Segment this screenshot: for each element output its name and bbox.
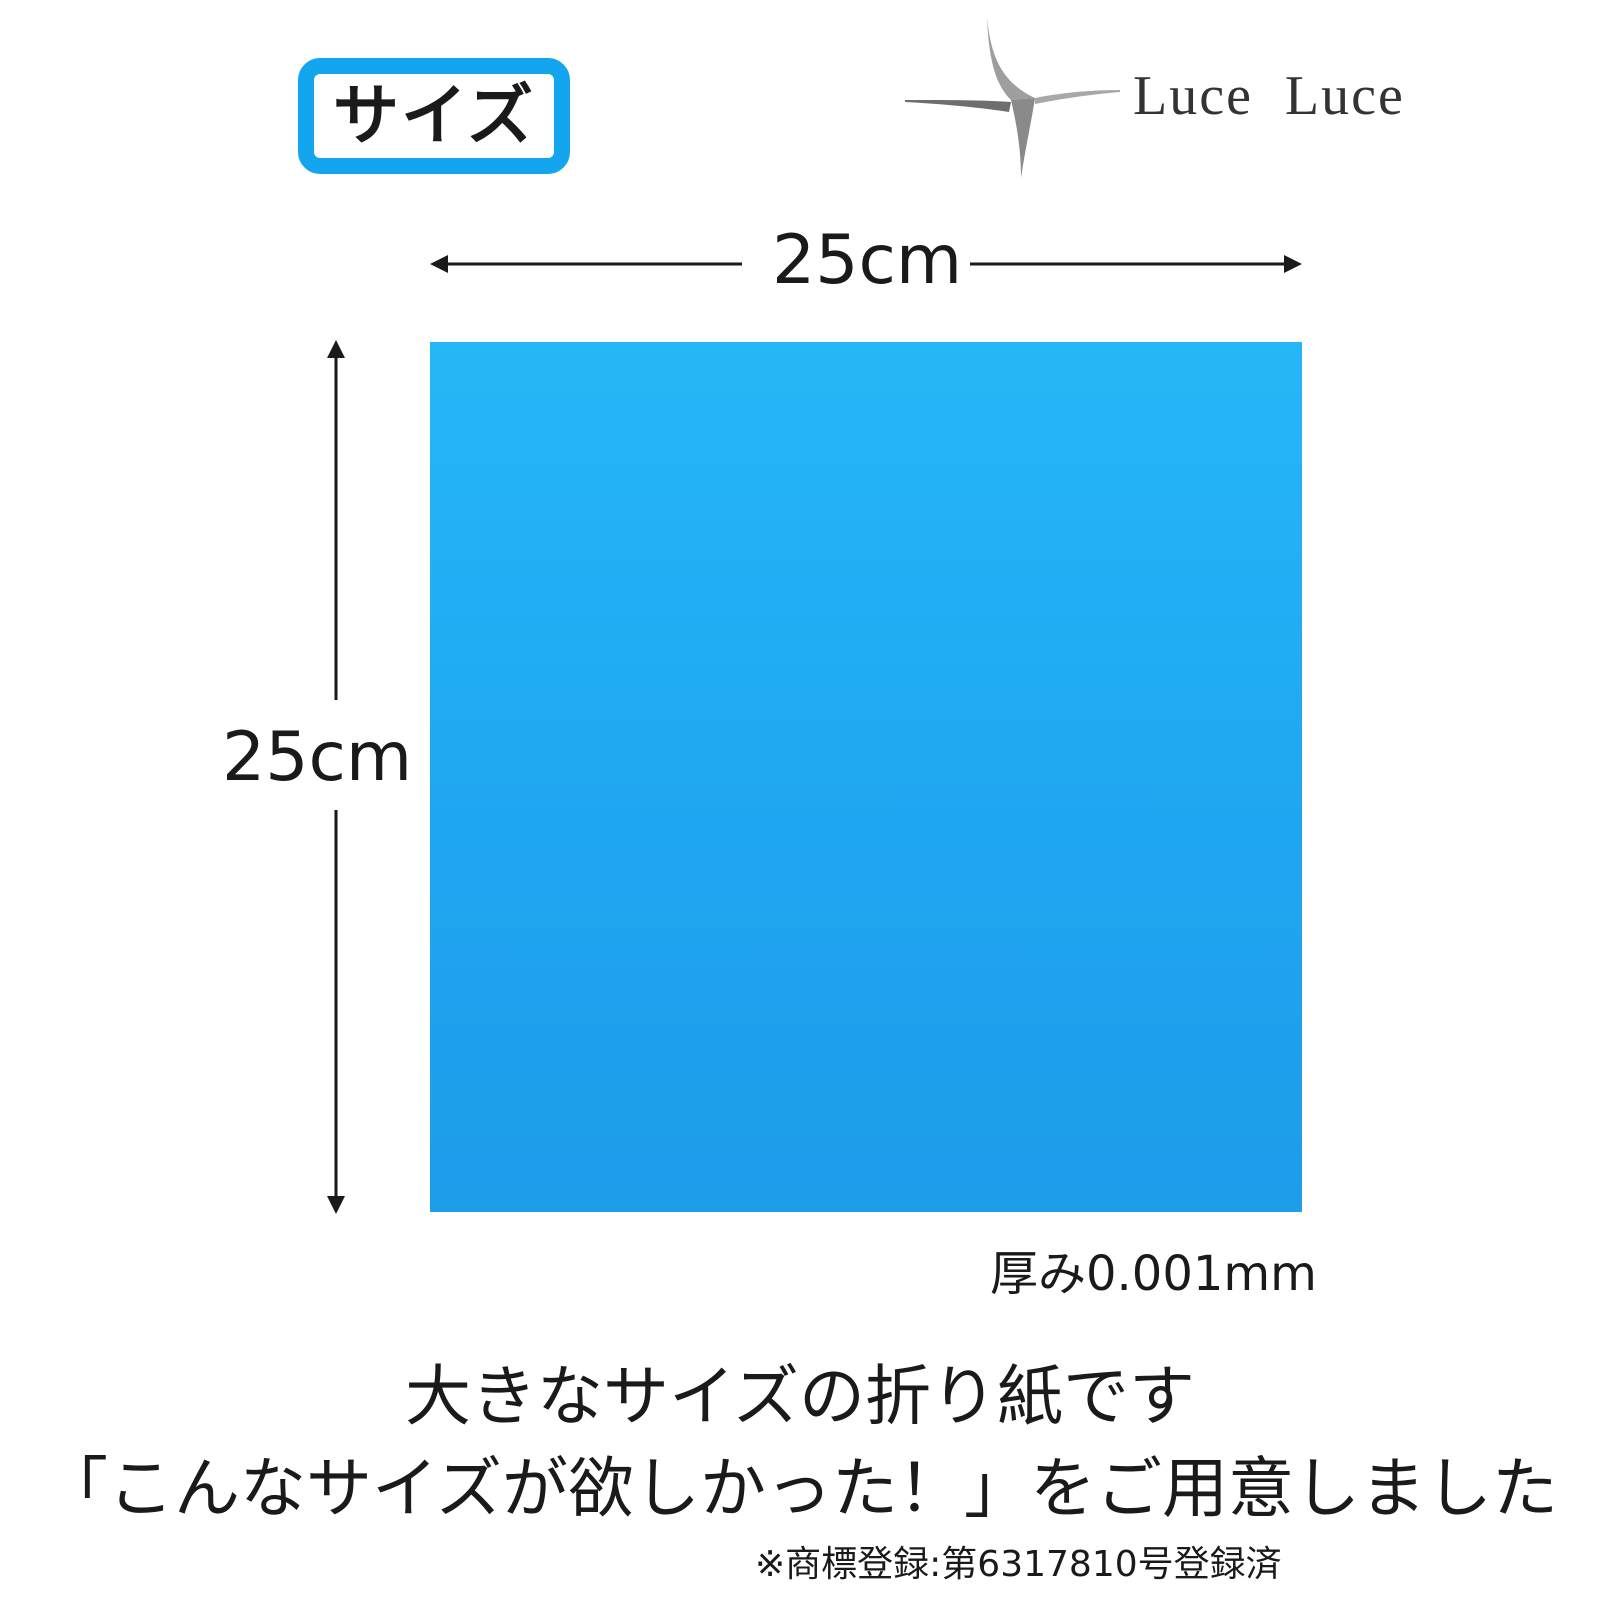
arrow-up-icon [327,340,345,358]
trademark-note: ※商標登録:第6317810号登録済 [755,1544,1282,1585]
arrow-left-icon [430,255,448,273]
height-label: 25cm [222,718,413,797]
arrow-down-icon [327,1196,345,1214]
headline: 大きなサイズの折り紙です [404,1358,1196,1435]
thickness-label: 厚み0.001mm [990,1246,1317,1302]
brand-name: Luce Luce [1133,65,1405,127]
arrow-right-icon [1284,255,1302,273]
subline: 「こんなサイズが欲しかった！」をご用意しました [41,1450,1559,1527]
width-label: 25cm [772,221,963,300]
luce-luce-logo-icon [905,18,1120,178]
size-badge-label: サイズ [332,77,536,154]
size-badge: サイズ [298,58,570,174]
origami-paper-sample [430,342,1302,1212]
